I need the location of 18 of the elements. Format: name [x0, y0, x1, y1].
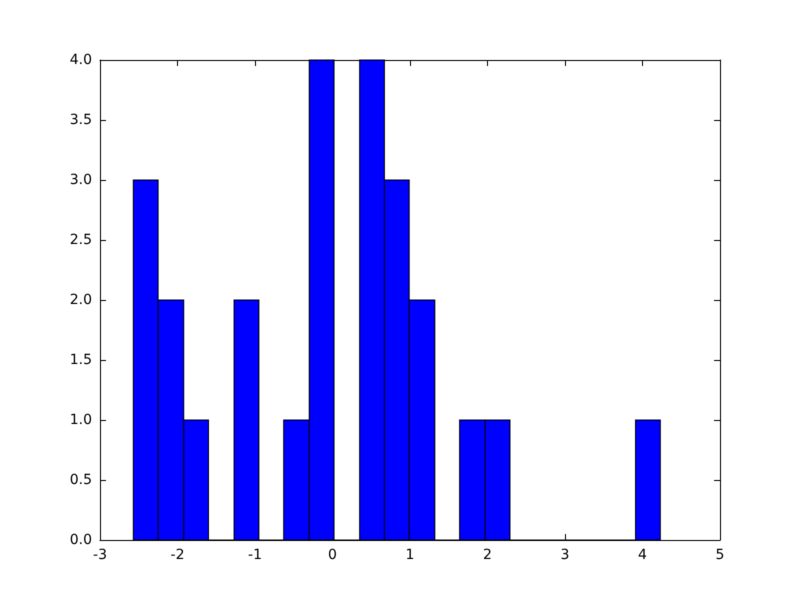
y-tick-label: 2.5	[70, 232, 92, 248]
y-tick-label: 1.5	[70, 352, 92, 368]
x-tick-label: -1	[248, 547, 262, 563]
y-tick-label: 3.5	[70, 112, 92, 128]
x-tick-label: 2	[483, 547, 492, 563]
x-tick-label: 3	[560, 547, 570, 563]
x-tick-label: 5	[716, 547, 724, 563]
y-tick-label: 0.0	[70, 532, 92, 548]
y-tick-label: 4.0	[70, 52, 92, 68]
y-tick-label: 3.0	[70, 172, 92, 188]
x-tick-label: 1	[406, 547, 414, 563]
y-tick-label: 1.0	[70, 412, 92, 428]
x-tick-label: 0	[328, 547, 337, 563]
y-tick-label: 0.5	[70, 472, 92, 488]
y-tick-label: 2.0	[70, 292, 92, 308]
x-tick-label: -3	[93, 547, 107, 563]
x-tick-label: 4	[638, 547, 648, 563]
x-tick-label: -2	[170, 547, 184, 563]
